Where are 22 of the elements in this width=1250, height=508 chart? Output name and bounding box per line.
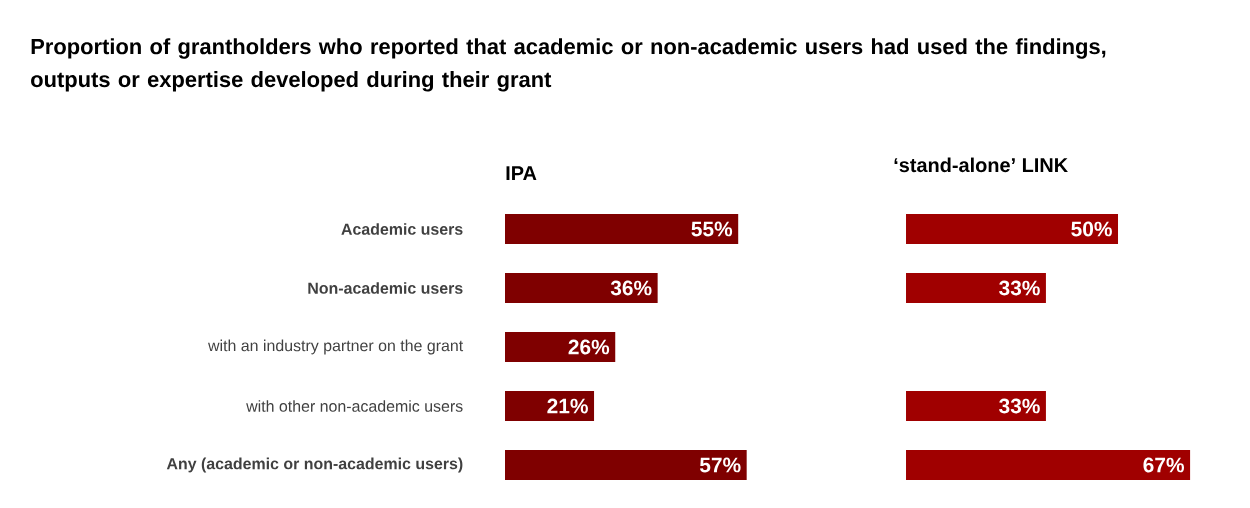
data-label: 57%	[699, 457, 741, 473]
chart-title: Proportion of grantholders who reported that academic or non-academic users had used the findings, outputs or expertise developed during their grant	[31, 38, 1106, 92]
bar	[505, 214, 739, 244]
data-label: 50%	[1071, 221, 1112, 237]
data-label: 33%	[999, 280, 1040, 296]
data-label: 21%	[547, 398, 588, 414]
chart-title: ‘stand-alone’ LINK	[894, 157, 1068, 173]
chart-subtitle: IPA	[506, 166, 537, 180]
y-tick-label: with an industry partner on the grant	[208, 339, 464, 355]
data-label: 33%	[999, 398, 1040, 414]
bar	[505, 391, 595, 421]
bar	[505, 450, 747, 480]
data-label: 67%	[1143, 457, 1185, 473]
y-tick-label: Non-academic users	[308, 282, 463, 294]
data-label: 26%	[568, 339, 610, 355]
data-label: 55%	[691, 221, 733, 237]
bar	[505, 332, 616, 362]
data-label: 36%	[610, 280, 652, 296]
y-tick-label: Any (academic or non-academic users)	[166, 457, 463, 473]
y-tick-label: with other non-academic users	[246, 400, 463, 412]
y-tick-label: Academic users	[341, 223, 463, 235]
bar	[505, 273, 658, 303]
